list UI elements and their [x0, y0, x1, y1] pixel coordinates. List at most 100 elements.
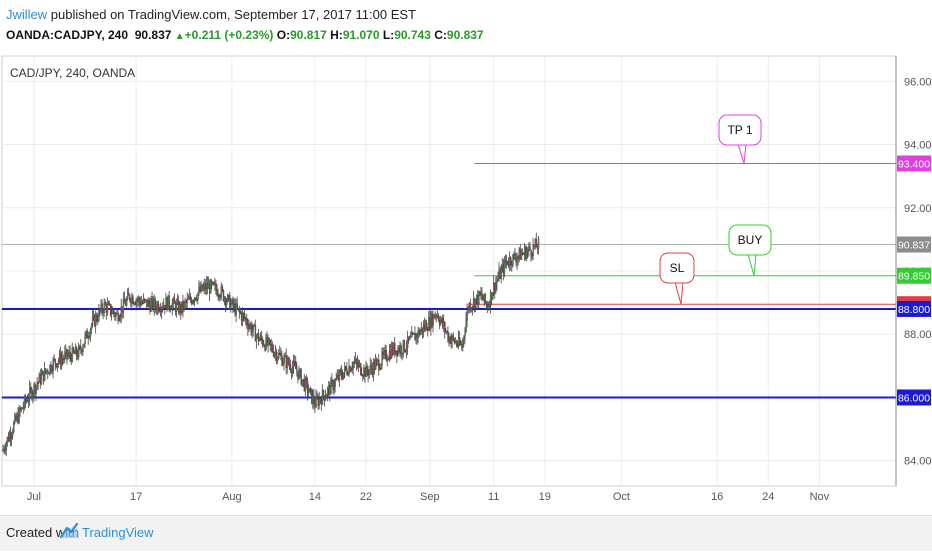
x-tick-label: 24 — [762, 491, 774, 503]
candle-body — [13, 422, 15, 433]
candle-body — [140, 302, 143, 306]
candle-body — [178, 300, 180, 313]
candle-body — [378, 359, 380, 370]
candle-body — [45, 368, 47, 373]
candle-body — [255, 336, 258, 342]
candle-body — [279, 352, 281, 355]
level-tag — [897, 155, 931, 172]
published-text: published on TradingView.com, September … — [50, 7, 416, 22]
candle-body — [100, 303, 102, 312]
candle-body — [154, 299, 157, 308]
candle-body — [500, 269, 502, 279]
candle-body — [390, 346, 393, 359]
candle-body — [516, 258, 518, 263]
candle-body — [412, 332, 414, 335]
candle-body — [343, 372, 345, 379]
candle-body — [185, 301, 187, 304]
candle-body — [223, 297, 226, 301]
candle-body — [70, 355, 73, 362]
candle-body — [459, 337, 461, 345]
candle-body — [150, 301, 152, 312]
candle-body — [124, 303, 127, 306]
candle-body — [69, 351, 71, 357]
x-tick-label: 11 — [488, 491, 499, 503]
candle-body — [296, 368, 298, 372]
candle-body — [537, 237, 540, 249]
candle-body — [477, 294, 479, 305]
candle-body — [333, 386, 335, 390]
candle-body — [499, 269, 501, 279]
candle-body — [300, 369, 302, 385]
candle-body — [41, 370, 44, 376]
candle-body — [112, 310, 114, 314]
candle-body — [290, 369, 293, 373]
candle-body — [404, 350, 407, 353]
close-label: C: — [434, 28, 447, 42]
candle-body — [377, 359, 379, 362]
candle-body — [356, 362, 359, 367]
candle-body — [478, 291, 480, 305]
candle-body — [101, 303, 103, 312]
candle-body — [244, 314, 246, 319]
candle-body — [172, 298, 175, 305]
chart-title: CAD/JPY, 240, OANDA — [10, 66, 135, 80]
candle-body — [409, 336, 411, 341]
candle-body — [533, 244, 535, 247]
candle-body — [535, 239, 538, 248]
candle-body — [314, 403, 316, 408]
candle-body — [8, 433, 11, 441]
candle-body — [107, 303, 110, 305]
candle-body — [29, 387, 31, 400]
candle-body — [171, 303, 174, 311]
candle-body — [386, 359, 389, 361]
candle-body — [212, 282, 214, 285]
x-tick-label: Aug — [222, 491, 242, 503]
candle-body — [335, 378, 338, 381]
candle-body — [17, 414, 19, 423]
y-tick-label: 92.000 — [904, 203, 932, 215]
candle-body — [514, 253, 516, 259]
candle-body — [489, 292, 492, 307]
candle-body — [231, 299, 233, 304]
candle-body — [496, 280, 498, 284]
candle-body — [214, 283, 216, 286]
callout-label: BUY — [738, 233, 763, 247]
candle-body — [129, 295, 131, 301]
candle-body — [355, 359, 358, 364]
candle-body — [199, 287, 201, 292]
candle-body — [138, 297, 141, 302]
candle-body — [243, 313, 245, 315]
candle-body — [495, 282, 497, 292]
author-link[interactable]: Jwillew — [6, 7, 48, 22]
candle-body — [271, 345, 274, 352]
level-tag — [897, 300, 931, 317]
candle-body — [153, 299, 156, 310]
candle-body — [161, 307, 163, 312]
candle-body — [54, 358, 57, 364]
candle-body — [217, 294, 219, 297]
candle-body — [410, 336, 412, 338]
candle-body — [479, 291, 481, 296]
candle-body — [104, 302, 107, 306]
open-value: 90.817 — [290, 28, 327, 42]
candle-body — [254, 325, 257, 342]
candle-body — [434, 315, 436, 319]
candle-body — [248, 325, 250, 330]
callout-pointer — [737, 143, 747, 164]
candle-body — [393, 343, 395, 354]
candle-body — [367, 371, 369, 376]
candle-body — [392, 346, 394, 354]
tradingview-brand-link[interactable]: TradingView — [82, 525, 154, 540]
candle-body — [28, 398, 30, 402]
candle-body — [458, 337, 460, 346]
candle-body — [95, 315, 97, 327]
candle-body — [357, 363, 360, 367]
candle-body — [111, 313, 113, 315]
candle-body — [498, 269, 500, 279]
candle-body — [16, 414, 18, 421]
candle-body — [520, 253, 523, 260]
level-tag-label: 88.800 — [898, 304, 930, 316]
candle-body — [92, 315, 95, 318]
